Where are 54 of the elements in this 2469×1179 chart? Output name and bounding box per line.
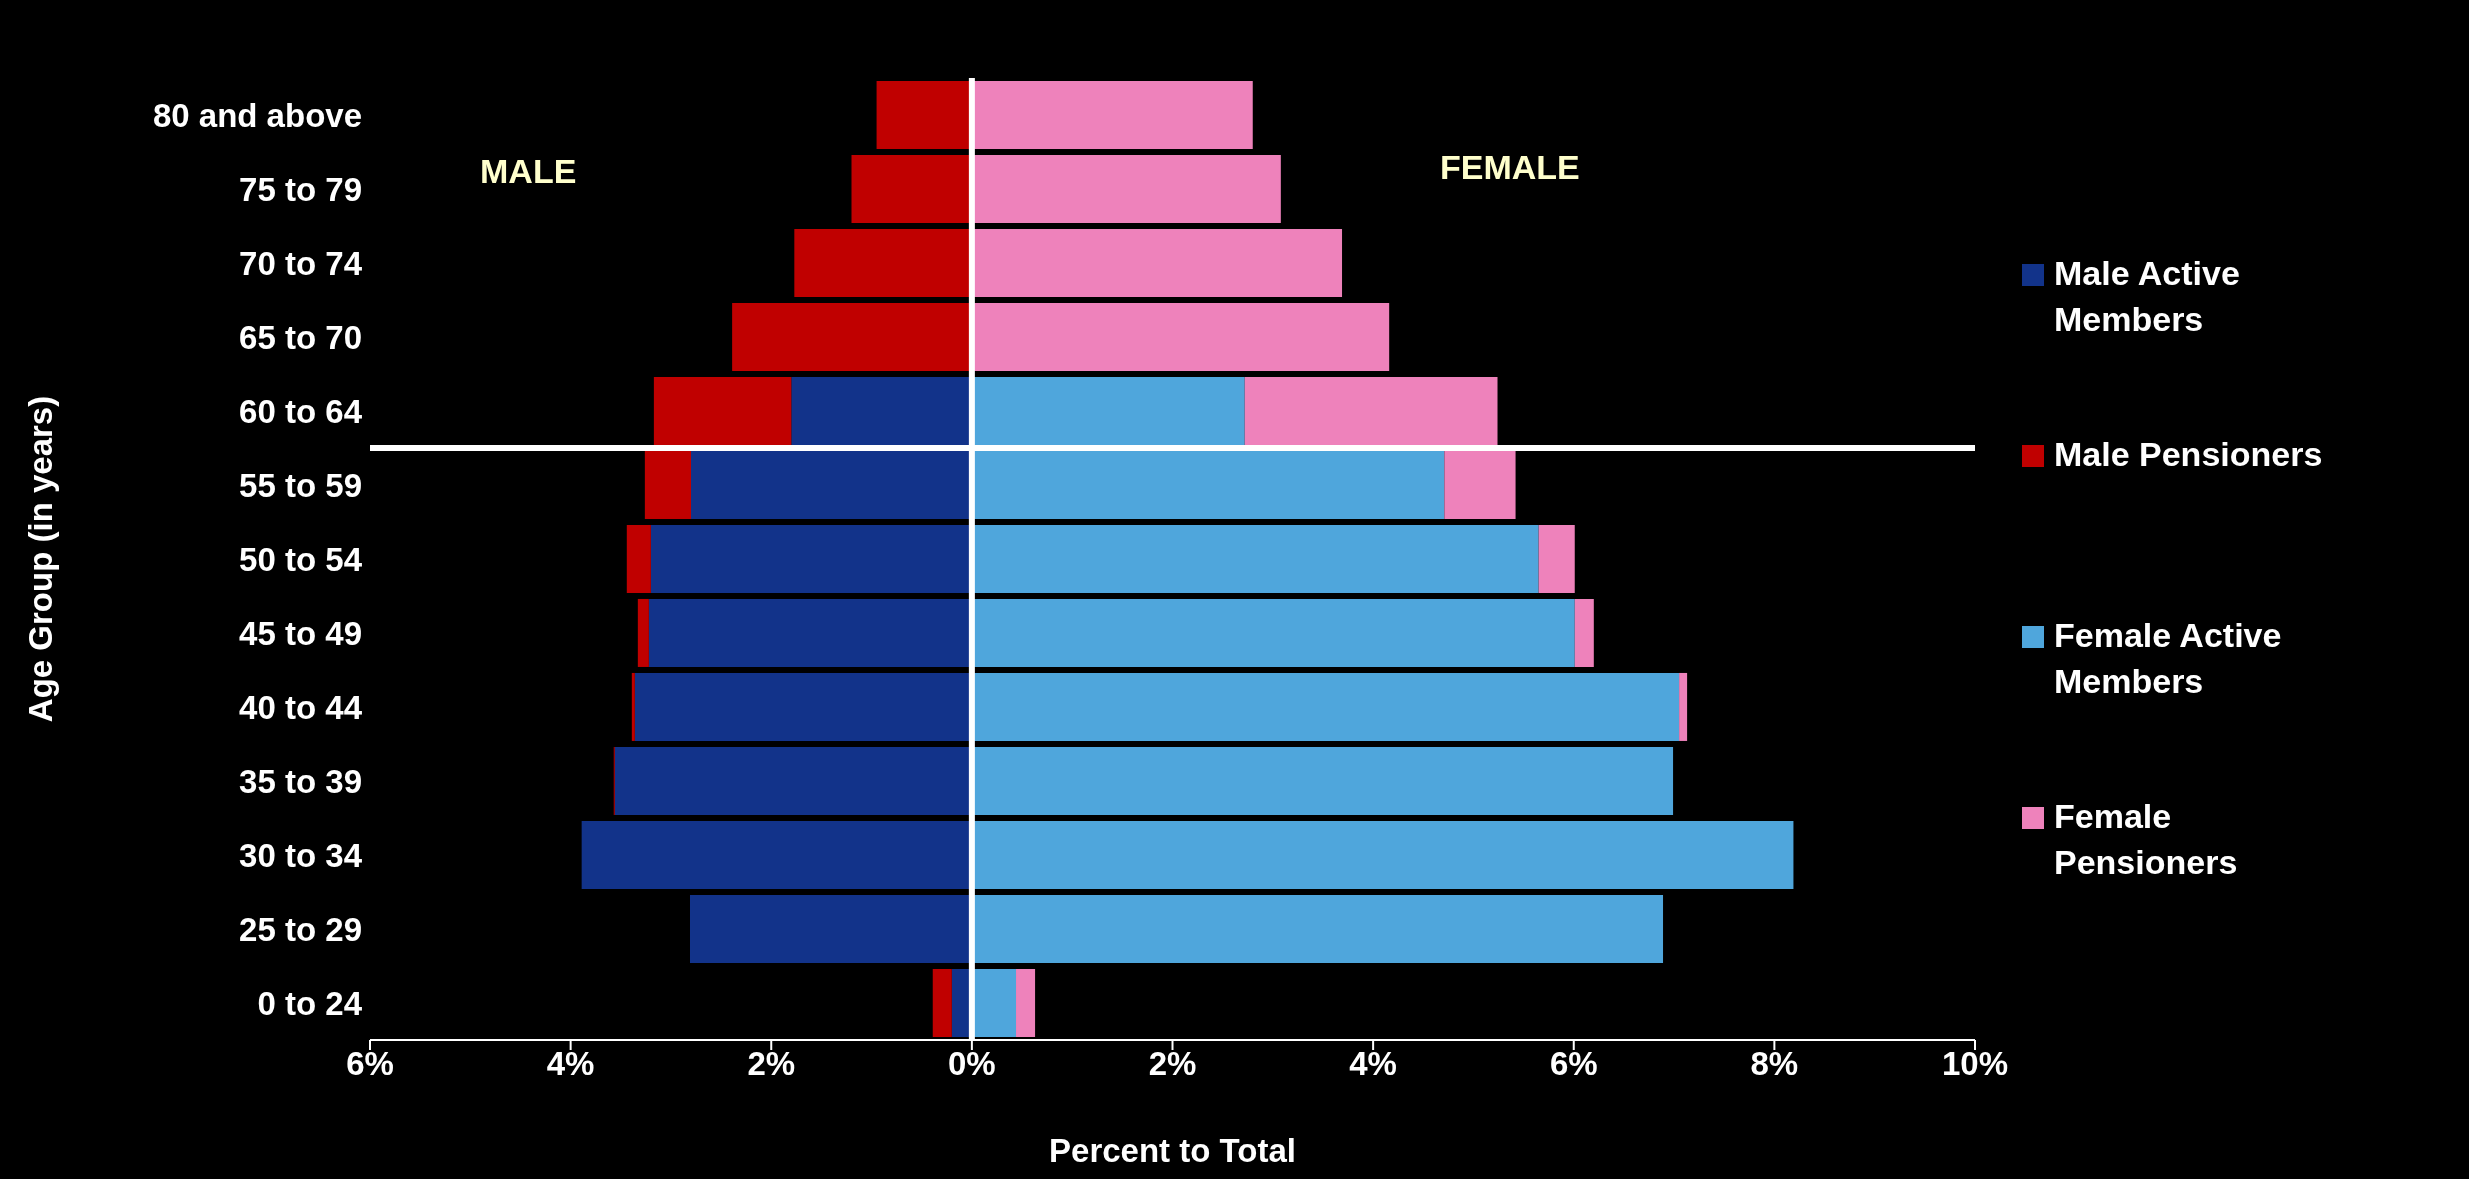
bar — [1244, 376, 1498, 445]
bar — [690, 894, 972, 963]
x-tick-label: 6% — [1549, 1045, 1598, 1083]
bar — [1538, 524, 1575, 593]
y-tick-label: 0 to 24 — [257, 984, 363, 1022]
bar — [794, 228, 972, 297]
x-axis-title: Percent to Total — [1049, 1132, 1296, 1169]
bar — [644, 450, 691, 519]
y-tick-label: 70 to 74 — [239, 244, 363, 282]
bar — [653, 376, 792, 445]
bar — [631, 672, 635, 741]
bar — [1574, 598, 1594, 667]
bar — [614, 746, 972, 815]
y-tick-label: 60 to 64 — [239, 392, 363, 430]
bar — [626, 524, 651, 593]
annotation: MALE — [480, 152, 577, 191]
y-tick-label: 25 to 29 — [239, 910, 362, 948]
bar — [851, 154, 972, 223]
bar — [791, 376, 972, 445]
y-tick-label: 30 to 34 — [239, 836, 363, 874]
x-tick-label: 10% — [1941, 1045, 2009, 1083]
x-tick-label: 2% — [747, 1045, 796, 1083]
bar — [876, 80, 972, 149]
bar — [648, 598, 972, 667]
bar — [581, 820, 972, 889]
x-tick-label: 2% — [1148, 1045, 1197, 1083]
bar — [1016, 968, 1036, 1037]
y-tick-label: 75 to 79 — [239, 170, 362, 208]
y-tick-label: 35 to 39 — [239, 762, 362, 800]
legend-label: Male Active Members — [2054, 253, 2241, 340]
x-tick-label: 4% — [1349, 1045, 1397, 1083]
bar — [1679, 672, 1688, 741]
bar — [637, 598, 649, 667]
bar — [650, 524, 972, 593]
legend-label: Female Active Members — [2054, 615, 2283, 702]
y-tick-label: 45 to 49 — [239, 614, 362, 652]
y-axis-title: Age Group (in years) — [21, 395, 59, 723]
legend-label: Female Pensioners — [2054, 796, 2239, 883]
annotation: FEMALE — [1440, 148, 1580, 187]
y-tick-label: 80 and above — [152, 96, 362, 134]
x-tick-label: 4% — [546, 1045, 595, 1083]
bar — [932, 968, 952, 1037]
bar — [634, 672, 972, 741]
x-tick-label: 6% — [346, 1045, 394, 1083]
legend-label: Male Pensioners — [2054, 434, 2324, 475]
y-tick-label: 55 to 59 — [239, 466, 362, 504]
bar — [732, 302, 972, 371]
y-tick-label: 40 to 44 — [239, 688, 363, 726]
y-tick-label: 65 to 70 — [239, 318, 362, 356]
x-tick-label: 8% — [1750, 1045, 1799, 1083]
x-tick-label: 0% — [948, 1045, 996, 1083]
y-tick-label: 50 to 54 — [239, 540, 363, 578]
bar — [1444, 450, 1516, 519]
bar — [691, 450, 972, 519]
